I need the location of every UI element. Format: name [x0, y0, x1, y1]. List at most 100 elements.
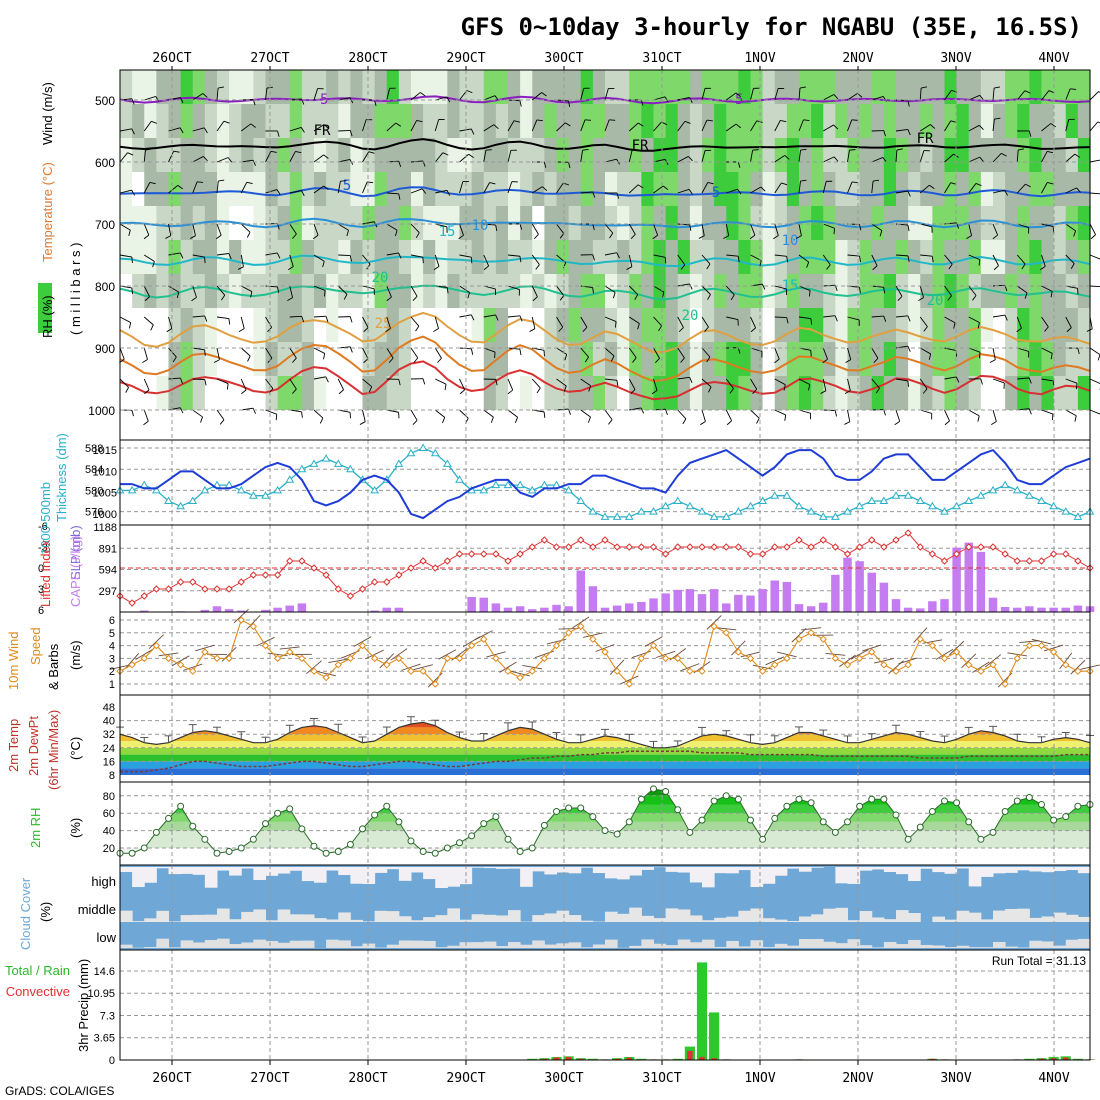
precip-conv-bar [541, 1058, 548, 1060]
wind-barb [629, 316, 640, 324]
wind-barb-flag [680, 357, 685, 363]
wind-barb [386, 122, 397, 132]
rh-shade-cell [932, 240, 946, 275]
isotherm-label: 20 [372, 270, 389, 286]
cloud-high-cell [1053, 867, 1067, 872]
cape-bar [285, 605, 294, 612]
cape-bar [673, 589, 682, 612]
rh-shade-cell [556, 376, 570, 411]
wind-barb-flag [535, 264, 540, 270]
wind-barb [822, 181, 827, 194]
wind-barb-flag [729, 388, 734, 394]
lifted-index-marker [455, 550, 464, 558]
cloud-low-cell [326, 939, 339, 948]
rh-shade-cell [289, 206, 303, 241]
wind-barb-flag [614, 321, 617, 328]
wind-barb-flag [616, 380, 619, 387]
wind-barb-flag [953, 322, 956, 329]
wind-barb [168, 285, 180, 293]
wind-barb-flag [972, 295, 977, 301]
wind-barb-flag [735, 92, 741, 98]
rh-shade-cell [568, 308, 582, 343]
rh-shade-cell [762, 104, 776, 139]
rh-shade-cell [192, 342, 206, 377]
wind-barb-flag [773, 235, 779, 240]
wind-barb [604, 347, 615, 357]
rh-shade-cell [217, 376, 230, 411]
rh-shade-cell [168, 172, 182, 207]
rh-shade-cell [277, 104, 291, 139]
cape-bar [1025, 606, 1034, 612]
wind-barb-flag [808, 290, 811, 297]
thickness-marker [782, 491, 792, 499]
rh2m-marker [856, 802, 864, 810]
cloud-middle-cell [956, 910, 970, 922]
rh-shade-cell [398, 308, 412, 343]
wind-barb-flag [698, 235, 705, 239]
li-tick-label: -3 [38, 542, 48, 554]
wind-barb [992, 223, 999, 236]
wind10m-marker [710, 622, 718, 631]
wind-barb [410, 316, 420, 327]
wind-barb [216, 253, 229, 256]
cloud-high-cell [229, 867, 242, 876]
rh-shade-cell [204, 70, 218, 105]
wind-barb-flag [179, 127, 184, 134]
wind-barb-flag [287, 297, 293, 301]
rh-shade-cell [156, 274, 170, 309]
rh-shade-cell [362, 308, 376, 343]
rh-shade-cell [605, 104, 618, 139]
wind10m-barb [984, 654, 1002, 668]
wind-barb-flag [374, 99, 377, 106]
lifted-index-marker [1037, 557, 1046, 565]
wind-barb-flag [761, 283, 766, 290]
wind-barb-flag [287, 266, 294, 271]
rh2m-marker [201, 835, 209, 843]
wind-barb [871, 347, 879, 359]
rh-shade-cell [738, 240, 752, 275]
chart-title: GFS 0~10day 3-hourly for NGABU (35E, 16.… [461, 13, 1082, 41]
wind10m-barb [839, 654, 856, 667]
wind-barb-flag [1028, 130, 1032, 137]
wind-barb [386, 316, 391, 329]
rh-shade-cell [180, 70, 194, 105]
lifted-index-marker [346, 592, 355, 600]
wind-barb [847, 92, 858, 101]
wind-barb-flag [688, 156, 693, 162]
cloud-middle-cell [508, 910, 521, 922]
cloud-low-cell [423, 940, 436, 948]
rh-shade-cell [1041, 308, 1055, 343]
wind-barb-flag [325, 316, 329, 323]
wind-barb [119, 347, 125, 360]
wind-barb-flag [833, 228, 835, 235]
wind-barb-flag [250, 123, 256, 128]
rh-shade-cell [386, 308, 400, 343]
rh2m-marker [516, 847, 524, 855]
wind-barb [362, 378, 372, 388]
wind-barb [337, 181, 341, 194]
cloud-middle-cell [423, 917, 436, 922]
wind-barb-flag [519, 223, 523, 230]
wind-barb [313, 124, 325, 132]
rh2m-marker [965, 818, 973, 826]
wind-barb [750, 186, 762, 194]
rh-shade-cell [617, 376, 630, 411]
temp-band [120, 747, 1090, 755]
rh-shade-cell [932, 376, 946, 411]
rh-shade-cell [786, 274, 800, 309]
rh-shade-cell [423, 70, 436, 105]
rh-shade-cell [944, 274, 958, 309]
wind-barb [774, 378, 786, 386]
wind-barb-flag [1098, 91, 1100, 93]
wind-barb [677, 121, 686, 132]
rh-shade-cell [823, 172, 836, 207]
cloud-low-cell [605, 939, 618, 948]
rh-shade-cell [689, 70, 703, 105]
rh-shade-cell [1065, 70, 1079, 105]
cloud-high-cell [1005, 867, 1018, 873]
rh-shade-cell [520, 240, 533, 275]
lifted-index-marker [601, 536, 609, 544]
wind-barb [798, 88, 801, 101]
wind-barb [823, 156, 835, 163]
